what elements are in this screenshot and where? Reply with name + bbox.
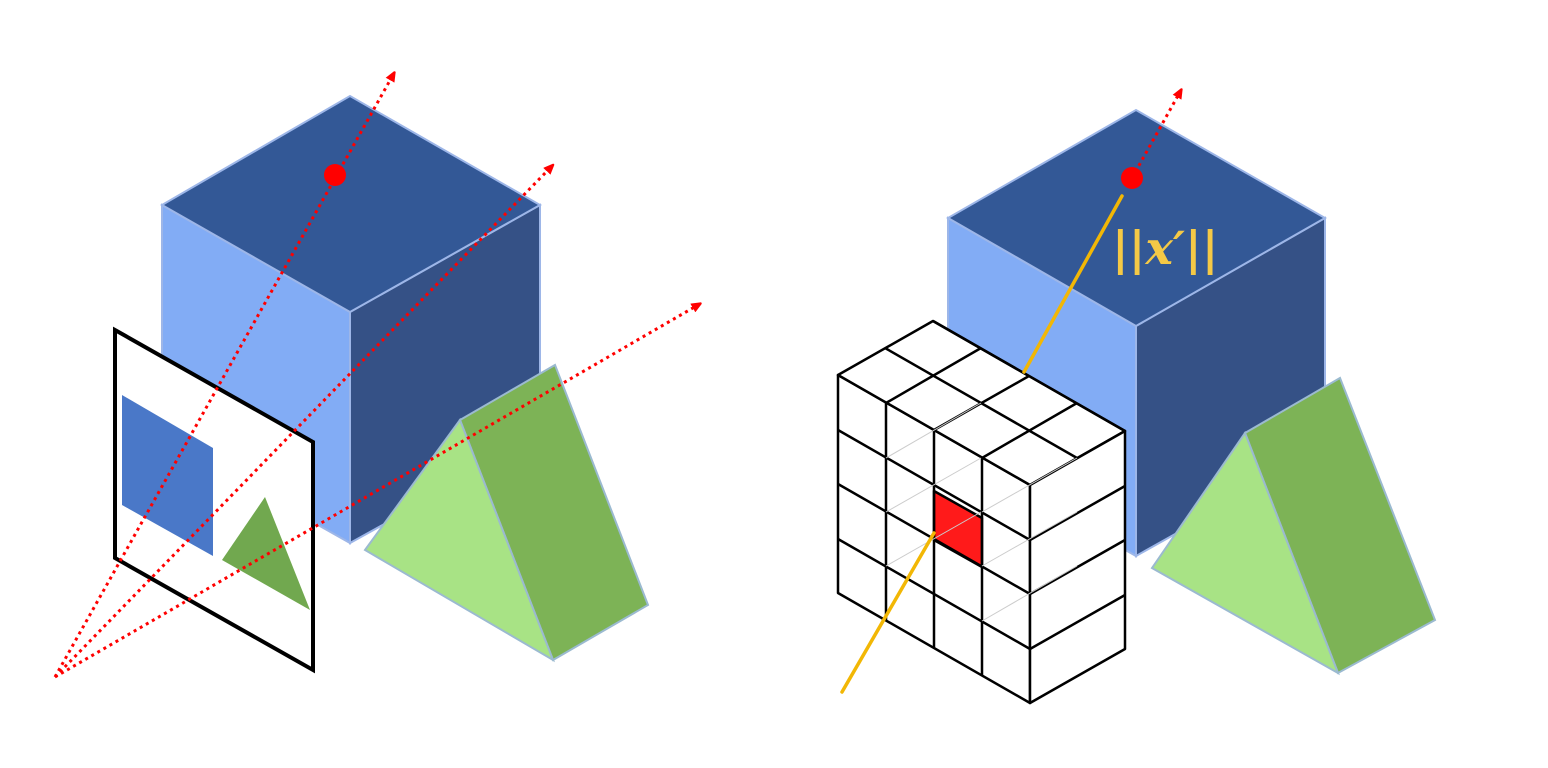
voxel-hidden-1 <box>885 402 982 459</box>
image-plane-frame <box>113 326 315 674</box>
voxel-top-d5 <box>932 319 1126 433</box>
ray-continuation-right <box>1130 92 1180 179</box>
prism-left-face-front <box>363 417 555 663</box>
prism-left <box>363 363 650 663</box>
voxel-right-h1 <box>1029 484 1126 542</box>
voxel-right-h2 <box>1029 538 1126 596</box>
voxel-hidden-2 <box>885 457 982 513</box>
voxel-grid <box>836 319 1127 705</box>
voxel-hidden-lines <box>885 402 1078 622</box>
left-panel <box>53 75 698 679</box>
voxel-hidden-3 <box>885 511 982 567</box>
image-plane-triangle <box>222 497 310 610</box>
voxel-right-h3 <box>1029 593 1126 651</box>
ray-sample-point-left <box>324 164 346 186</box>
ray-sample-point-right <box>1121 167 1143 189</box>
norm-label: ||x′|| <box>1112 221 1219 275</box>
voxel-front-h3 <box>837 537 1031 651</box>
cube-left-face-top <box>159 94 543 314</box>
cube-right-face-top <box>945 108 1328 328</box>
yellow-ray-lower <box>840 531 936 694</box>
ray-3 <box>54 305 698 679</box>
prism-right-face-front <box>1150 430 1340 676</box>
yellow-ray-upper <box>1022 194 1124 374</box>
voxel-hidden-4 <box>981 457 1078 513</box>
prism-right <box>1150 376 1437 676</box>
yellow-ray <box>840 194 1124 694</box>
voxel-hidden-5 <box>981 511 1078 567</box>
voxel-hidden-6 <box>981 565 1078 622</box>
right-panel: ||x′|| <box>836 92 1437 705</box>
